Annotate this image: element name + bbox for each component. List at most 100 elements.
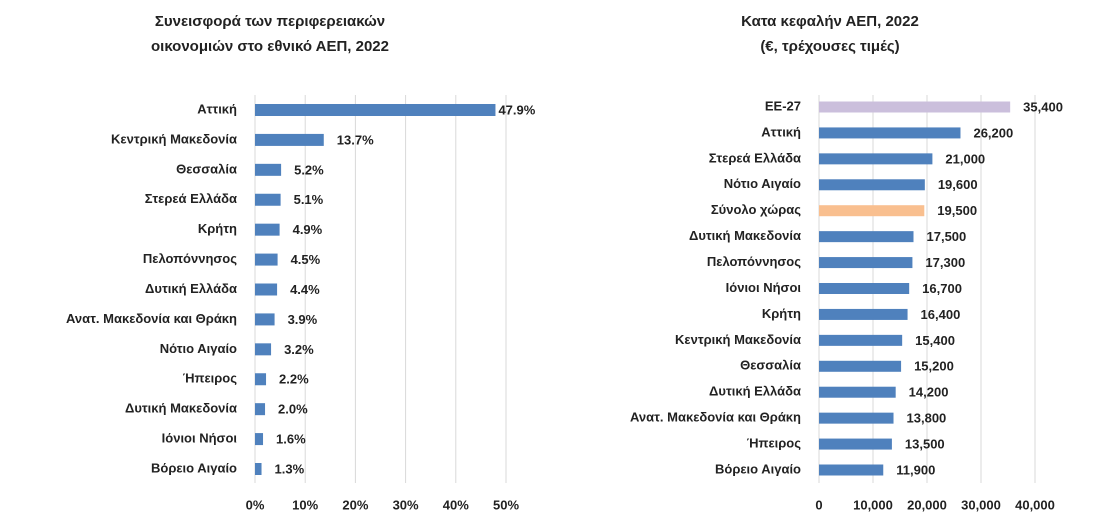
x-tick-label: 0 [815,497,822,512]
category-label: Πελοπόννησος [143,251,237,266]
bar [255,433,264,446]
category-label: Ανατ. Μακεδονία και Θράκη [630,410,801,425]
bar [255,193,281,206]
bar [819,334,903,346]
bar [819,231,914,243]
value-label: 14,200 [909,385,949,400]
bar [255,283,278,296]
value-label: 47.9% [498,102,535,117]
value-label: 5.2% [294,162,324,177]
category-label: Ιόνιοι Νήσοι [162,431,238,446]
x-tick-label: 30% [393,497,419,512]
category-label: Δυτική Μακεδονία [689,228,801,243]
bar [255,104,496,116]
value-label: 1.6% [276,432,306,447]
bar [255,463,262,475]
bar [255,343,272,356]
x-tick-label: 40% [443,497,469,512]
category-label: Βόρειο Αιγαίο [151,460,237,475]
bar [819,179,925,191]
category-label: Κρήτη [762,306,801,321]
bar [255,403,266,416]
bar [819,101,1011,113]
value-label: 15,200 [914,359,954,374]
bar [819,308,908,320]
bar [255,313,275,326]
category-label: Ήπειρος [183,371,237,386]
category-label: Στερεά Ελλάδα [709,150,801,165]
category-label: Δυτική Ελλάδα [145,281,237,296]
bar [819,127,961,139]
bar [255,373,267,386]
value-label: 2.0% [278,402,308,417]
category-label: Στερεά Ελλάδα [145,191,237,206]
x-tick-label: 20% [342,497,368,512]
bar [819,205,925,217]
value-label: 11,900 [896,462,935,477]
category-label: Αττική [197,101,237,116]
category-label: Δυτική Μακεδονία [125,401,237,416]
category-label: Κρήτη [198,221,237,236]
category-label: Νότιο Αιγαίο [724,176,801,191]
bar [819,257,913,269]
category-label: Πελοπόννησος [707,254,801,269]
chart-title: οικονομιών στο εθνικό ΑΕΠ, 2022 [151,38,389,55]
value-label: 17,500 [927,229,967,244]
value-label: 5.1% [294,192,324,207]
value-label: 13,800 [907,411,947,426]
value-label: 15,400 [915,333,955,348]
value-label: 3.9% [288,312,318,327]
x-tick-label: 50% [493,497,519,512]
value-label: 4.9% [293,222,323,237]
category-label: Ιόνιοι Νήσοι [726,280,802,295]
bar [819,153,933,165]
value-label: 13,500 [905,437,945,452]
value-label: 26,200 [973,125,1013,140]
category-label: Κεντρική Μακεδονία [111,131,237,146]
x-tick-label: 20,000 [907,497,947,512]
category-label: Θεσσαλία [176,161,237,176]
value-label: 4.5% [291,252,321,267]
bar [819,283,910,294]
value-label: 35,400 [1023,99,1063,114]
bar [819,360,902,372]
value-label: 13.7% [337,132,374,147]
value-label: 4.4% [290,282,320,297]
x-tick-label: 40,000 [1015,497,1055,512]
x-tick-label: 30,000 [961,497,1001,512]
chart-title: (€, τρέχουσες τιμές) [760,38,899,55]
category-label: Δυτική Ελλάδα [709,384,801,399]
value-label: 2.2% [279,372,309,387]
bar [819,464,884,476]
value-label: 16,700 [922,281,962,296]
bar [255,133,324,146]
bar [255,163,282,176]
x-tick-label: 10% [292,497,318,512]
category-label: Θεσσαλία [740,358,801,373]
value-label: 21,000 [945,151,985,166]
bar [819,438,892,450]
chart-title: Συνεισφορά των περιφερειακών [155,13,385,30]
category-label: Ανατ. Μακεδονία και Θράκη [66,311,237,326]
bar [819,412,894,424]
x-tick-label: 10,000 [853,497,893,512]
category-label: ΕΕ-27 [765,98,801,113]
category-label: Νότιο Αιγαίο [160,341,237,356]
value-label: 16,400 [921,307,961,322]
value-label: 3.2% [284,342,314,357]
x-tick-label: 0% [246,497,265,512]
bar [255,253,278,266]
category-label: Σύνολο χώρας [711,202,801,217]
value-label: 19,600 [938,177,978,192]
chart-title: Κατα κεφαλήν ΑΕΠ, 2022 [741,13,919,30]
bar [819,386,896,398]
category-label: Βόρειο Αιγαίο [715,461,801,476]
value-label: 19,500 [937,203,977,218]
value-label: 1.3% [275,461,305,476]
category-label: Αττική [761,124,801,139]
category-label: Ήπειρος [747,436,801,451]
bar [255,223,280,236]
value-label: 17,300 [925,255,965,270]
category-label: Κεντρική Μακεδονία [675,332,801,347]
